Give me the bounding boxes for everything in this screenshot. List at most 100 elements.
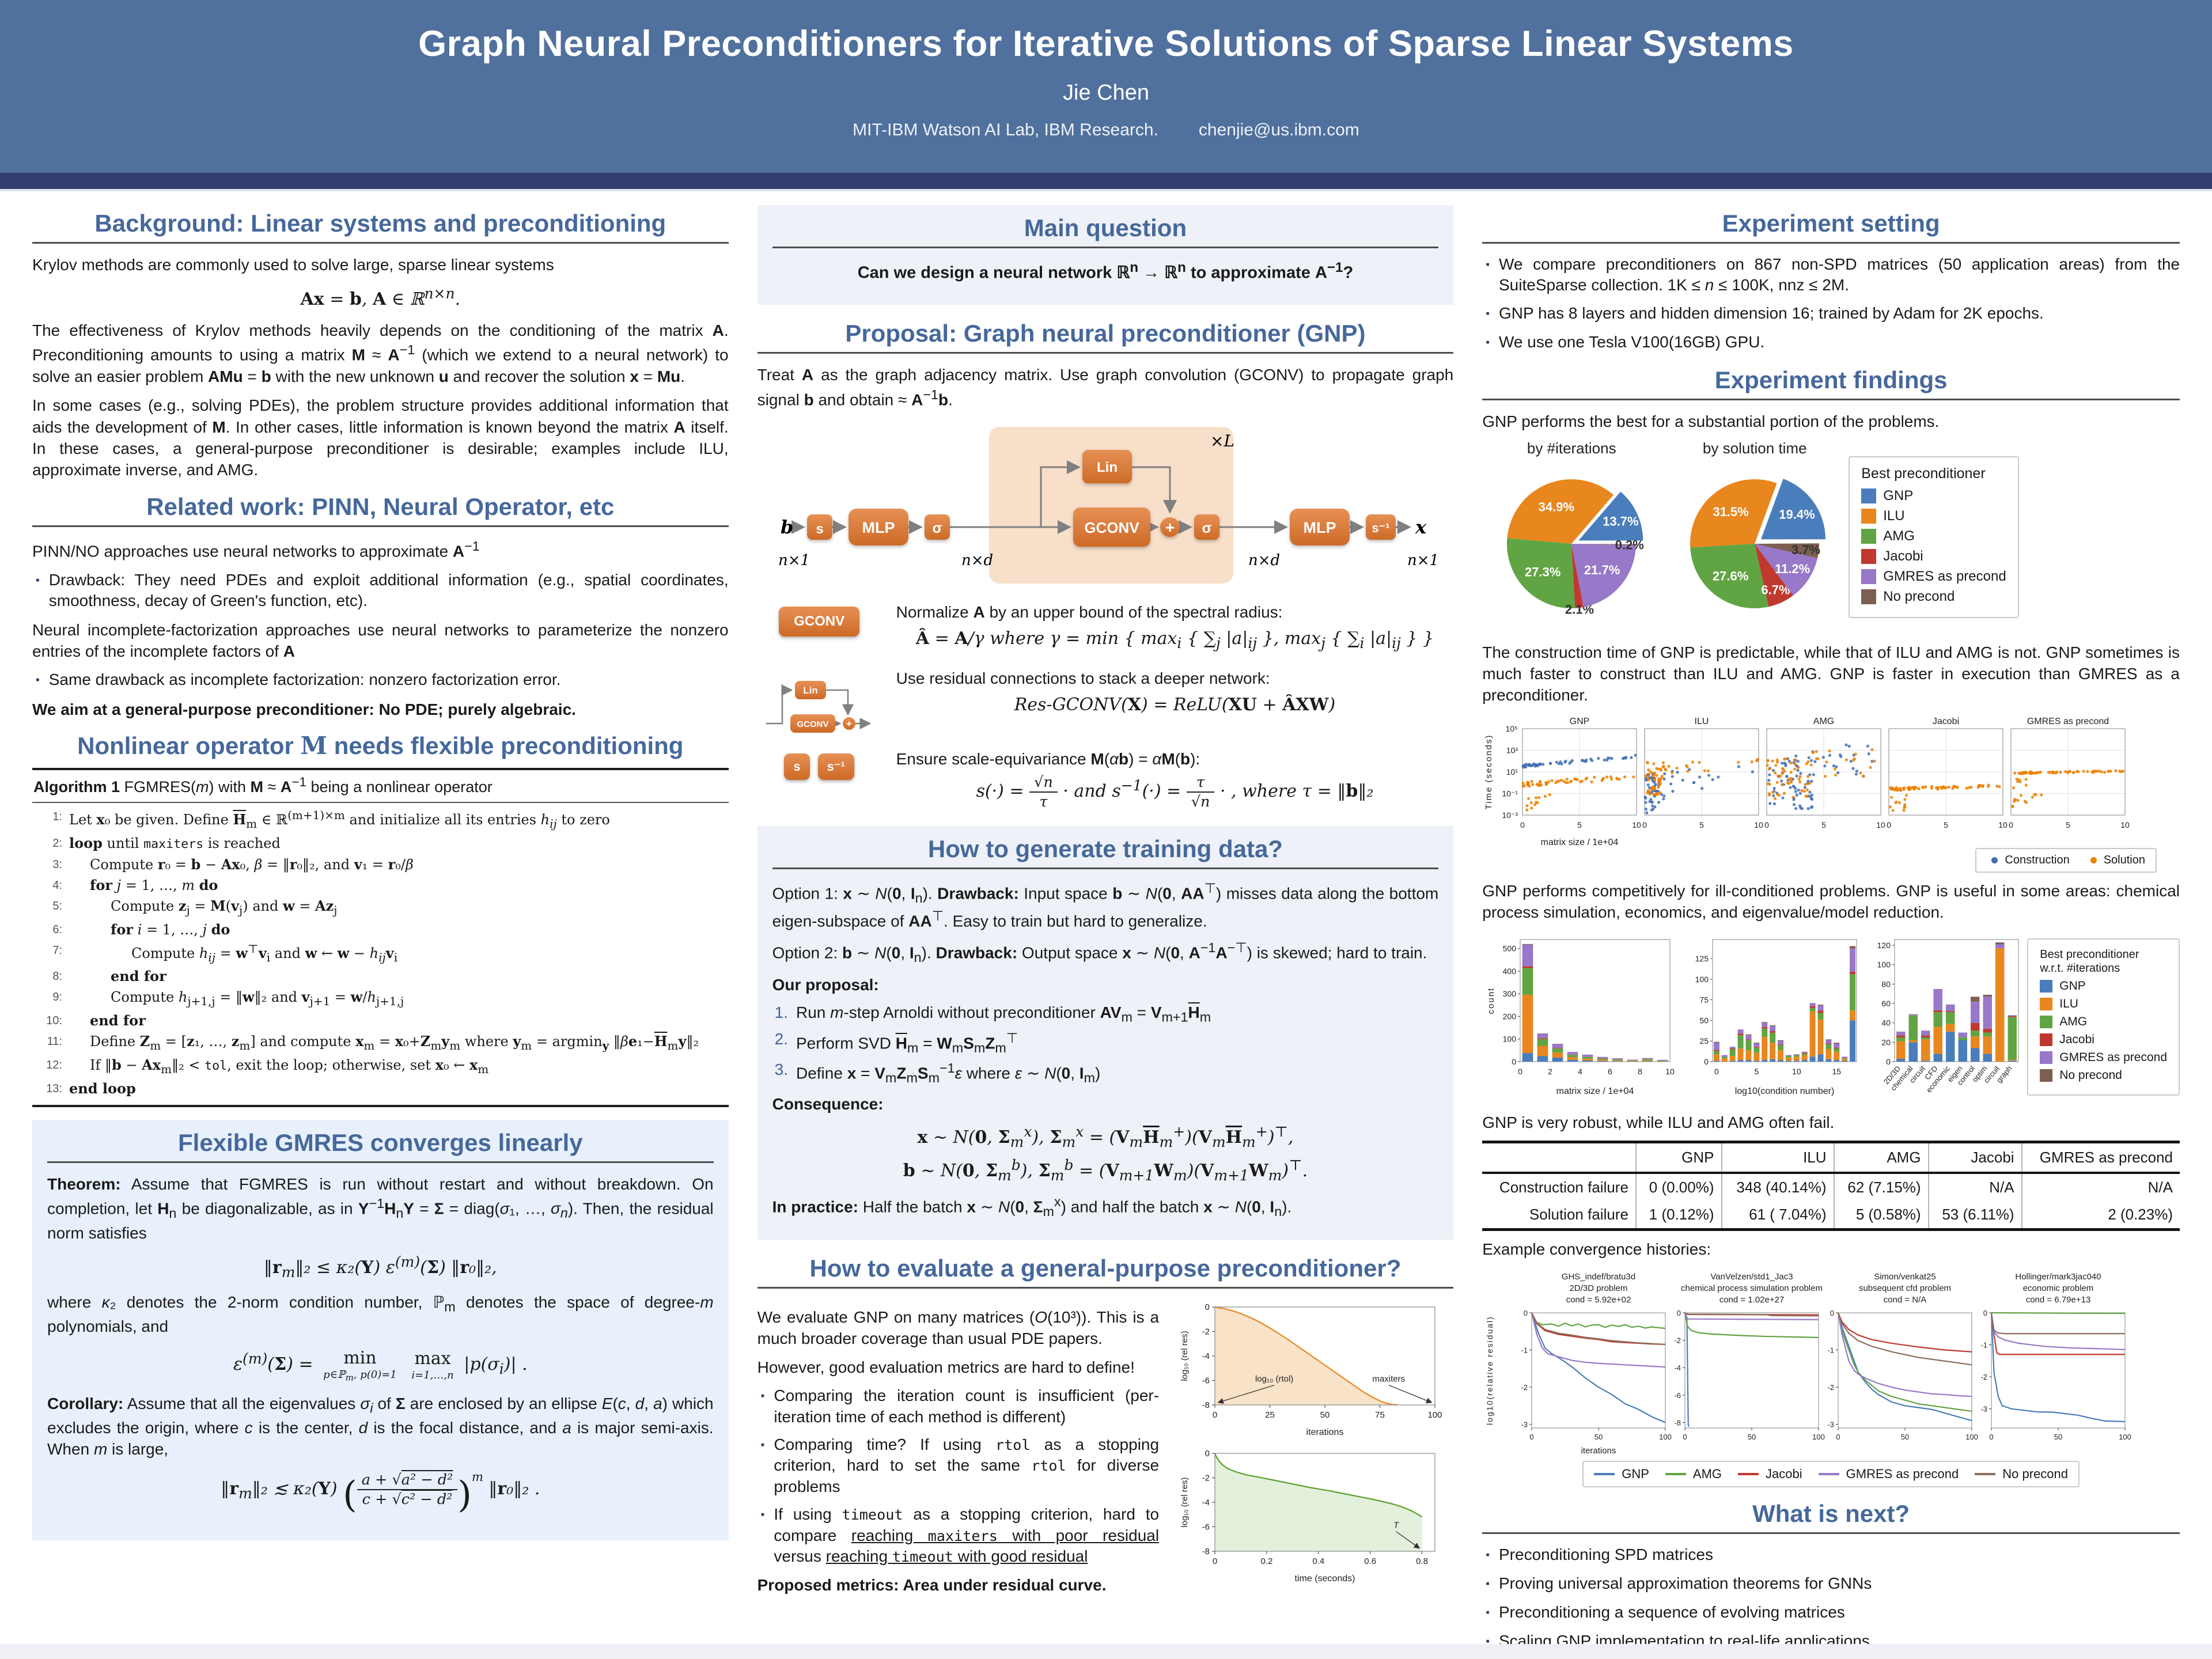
svg-text:50: 50 <box>1748 1433 1756 1441</box>
svg-text:-6: -6 <box>1675 1391 1681 1400</box>
algorithm-caption: Algorithm 1 FGMRES(m) with M ≈ A−1 being… <box>32 770 729 804</box>
svg-text:100: 100 <box>1659 1433 1672 1441</box>
svg-text:50: 50 <box>1901 1433 1909 1441</box>
svg-text:200: 200 <box>1503 1012 1517 1021</box>
title-rule <box>1482 1532 2180 1534</box>
timing-scatter-chart: 0 5 10 GNP 0 5 10 ILU 0 5 10 AMG 0 5 10 Jacobi 0 5 10 GMRES… <box>1484 717 2130 847</box>
bullet-icon: ▪ <box>1486 1548 1490 1561</box>
svg-text:economic problem: economic problem <box>2023 1283 2094 1293</box>
svg-text:5: 5 <box>1755 1067 1759 1076</box>
pie-legend: Best preconditioner GNP ILU AMG Jacobi GMRES… <box>1849 456 2019 618</box>
formula: x ∼ N(0, Σmx), Σmx = (VmHm+)(VmHm+)⊤, <box>917 1123 1294 1150</box>
min-operator: min p∈ℙm, p(0)=1 <box>323 1347 397 1383</box>
table-header <box>1482 1142 1636 1175</box>
svg-text:AMG: AMG <box>1813 717 1834 726</box>
algorithm-line: 13: end loop <box>46 1080 136 1097</box>
title-rule <box>32 525 729 528</box>
table-header: ILU <box>1721 1142 1834 1175</box>
theorem-text: Theorem: Assume that FGMRES is run witho… <box>47 1175 714 1242</box>
email: chenjie@us.ibm.com <box>1198 120 1359 139</box>
svg-text:0.6: 0.6 <box>1364 1556 1376 1566</box>
histogram-legend: Best preconditioner w.r.t. #iterations GN… <box>2027 938 2180 1096</box>
svg-text:0: 0 <box>1714 1067 1719 1076</box>
table-row: Solution failure 1 (0.12%) 61 ( 7.04%) 5 (0… <box>1482 1201 2180 1230</box>
svg-text:500: 500 <box>1503 944 1517 953</box>
svg-text:GHS_indef/bratu3d: GHS_indef/bratu3d <box>1562 1272 1635 1282</box>
legend-item: No precond <box>1861 589 2006 605</box>
svg-text:cond = 1.02e+27: cond = 1.02e+27 <box>1719 1295 1785 1305</box>
svg-text:75: 75 <box>1375 1410 1385 1420</box>
svg-text:MLP: MLP <box>862 519 895 536</box>
dim-label: n×1 <box>1407 552 1439 569</box>
feature-residual: Lin GCONV + Use residual connections to … <box>757 668 1454 737</box>
title-rule <box>772 867 1439 869</box>
times-L-label: ×L <box>1210 431 1234 450</box>
pie-title: by solution time <box>1702 440 1807 457</box>
svg-text:log10(relative residual): log10(relative residual) <box>1485 1316 1494 1425</box>
svg-text:0: 0 <box>1677 1309 1681 1317</box>
bullet-icon: ▪ <box>1486 336 1490 349</box>
paragraph: The construction time of GNP is predicta… <box>1482 643 2180 704</box>
svg-text:6: 6 <box>1608 1067 1612 1076</box>
title-rule <box>47 1161 714 1163</box>
svg-text:σ: σ <box>1202 520 1211 536</box>
failure-table: GNP ILU AMG Jacobi GMRES as precond Construct… <box>1482 1141 2180 1232</box>
algorithm-line: 3: Compute r₀ = b − Ax₀, β = ‖r₀‖₂, and v… <box>52 855 414 873</box>
numbered-item: 1. Run m-step Arnoldi without preconditio… <box>774 1003 1211 1025</box>
section-title: Experiment findings <box>1714 366 1948 393</box>
paragraph: In practice: Half the batch x ∼ N(0, Σmx… <box>772 1194 1292 1219</box>
algorithm-line: 9: Compute hj+1,j = ‖w‖₂ and vj+1 = w/hj+… <box>52 988 404 1009</box>
svg-text:400: 400 <box>1503 967 1517 976</box>
svg-text:5: 5 <box>1944 820 1948 830</box>
svg-text:0.8: 0.8 <box>1416 1556 1428 1566</box>
svg-text:log₁₀ (rel res): log₁₀ (rel res) <box>1180 1477 1190 1527</box>
legend-item: Construction <box>1987 854 2070 867</box>
svg-text:0: 0 <box>1518 1067 1522 1076</box>
gconv-icon: GCONV <box>757 602 881 637</box>
section-training-data: How to generate training data? Option 1:… <box>757 825 1454 1240</box>
title-rule <box>32 242 729 244</box>
mlp-box <box>848 509 908 546</box>
section-title: Flexible GMRES converges linearly <box>178 1128 583 1156</box>
timing-legend: Construction Solution <box>1975 847 2157 873</box>
svg-text:-1: -1 <box>1981 1340 1988 1349</box>
section-fgmres-theorem: Flexible GMRES converges linearly Theore… <box>32 1119 729 1540</box>
timing-scatter-figure: 0 5 10 GNP 0 5 10 ILU 0 5 10 AMG 0 5 10 Jacobi 0 5 10 GMRES… <box>1482 714 2180 873</box>
svg-text:0.2: 0.2 <box>1260 1556 1272 1566</box>
algorithm-line: 1: Let x₀ be given. Define Hm ∈ ℝ(m+1)×m … <box>52 808 610 831</box>
section-main-question: Main question Can we design a neural net… <box>757 205 1454 305</box>
left-column: Background: Linear systems and precondit… <box>32 205 729 1645</box>
proposal-label: Our proposal: <box>772 976 879 994</box>
pie-chart-by-iterations: 13.7%34.9%27.3%2.1%21.7%0.2% <box>1507 479 1644 616</box>
lin-box <box>1082 450 1132 484</box>
svg-text:-3: -3 <box>1828 1420 1835 1429</box>
title-rule <box>757 1286 1454 1289</box>
bullet-icon: ▪ <box>1486 259 1490 271</box>
svg-text:GNP: GNP <box>1570 717 1590 726</box>
feature-scale-equivariance: s s⁻¹ Ensure scale-equivariance M(αb) = … <box>757 749 1454 813</box>
main-question-text: Can we design a neural network ℝn → ℝn t… <box>857 260 1354 282</box>
bullet-item: ▪ Preconditioning a sequence of evolving … <box>1486 1602 2180 1624</box>
section-what-is-next: What is next? ▪ Preconditioning SPD matri… <box>1482 1500 2180 1645</box>
sigma-box <box>1194 514 1219 540</box>
svg-text:chemical process simulation pr: chemical process simulation problem <box>1681 1283 1823 1293</box>
svg-text:matrix size / 1e+04: matrix size / 1e+04 <box>1541 838 1619 847</box>
table-header: Jacobi <box>1927 1142 2022 1175</box>
formula: ε(m)(Σ) = min p∈ℙm, p(0)=1 max i=1,…,n |p(… <box>233 1347 528 1383</box>
best-preconditioner-pies: by #iterations 13.7% 34.9% 27.3% 2.1% 21.7% 0… <box>1482 440 2180 634</box>
table-row: Construction failure 0 (0.00%) 348 (40.14%… <box>1482 1173 2180 1202</box>
svg-text:50: 50 <box>1594 1433 1603 1441</box>
svg-text:0: 0 <box>1764 820 1769 830</box>
footer-strip <box>0 1644 2212 1659</box>
formula: Â = A/γ where γ = min { maxi { ∑j |a|ij … <box>915 628 1434 652</box>
svg-text:3.7%: 3.7% <box>1791 543 1820 557</box>
svg-text:s⁻¹: s⁻¹ <box>1372 521 1389 535</box>
svg-text:Time (seconds): Time (seconds) <box>1484 734 1494 809</box>
svg-text:+: + <box>1165 518 1175 536</box>
legend-item: AMG <box>1665 1467 1722 1482</box>
svg-text:-2: -2 <box>1675 1336 1681 1344</box>
svg-text:T: T <box>1393 1520 1400 1530</box>
svg-text:0: 0 <box>1212 1410 1217 1420</box>
svg-text:10³: 10³ <box>1506 745 1518 755</box>
